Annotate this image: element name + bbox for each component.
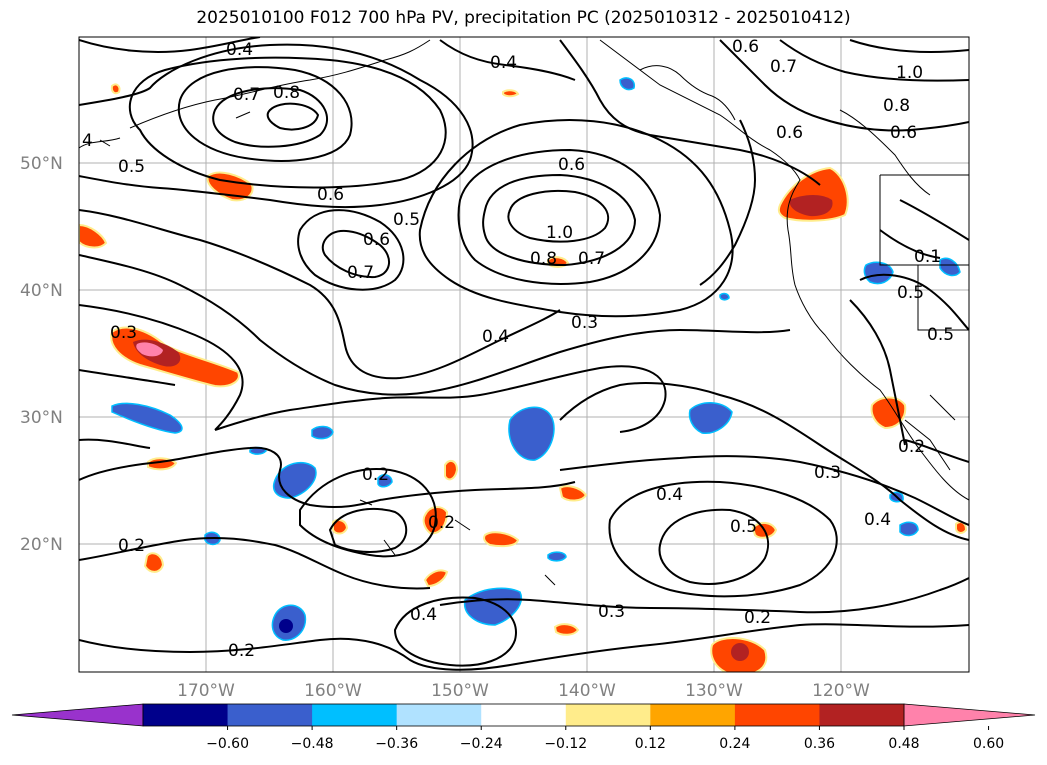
lat-label: 50°N: [20, 154, 63, 174]
colorbar-segment: [481, 704, 567, 726]
colorbar-tick-label: −0.12: [544, 736, 587, 752]
contour-label: 0.3: [571, 313, 598, 333]
contour-label: 0.5: [927, 325, 954, 345]
colorbar-tick-label: 0.24: [719, 736, 750, 752]
contour-label: 0.2: [362, 465, 389, 485]
contour-label: 1.0: [896, 63, 923, 83]
contour-label: 0.5: [730, 517, 757, 537]
contour-label: 4: [82, 131, 93, 151]
contour-label: 0.4: [482, 327, 509, 347]
contour-label: 0.6: [776, 123, 803, 143]
colorbar-segment: [227, 704, 313, 726]
contour-label: 0.4: [490, 53, 517, 73]
lon-label: 120°W: [812, 681, 870, 701]
contour-label: 0.3: [110, 323, 137, 343]
colorbar-segment: [396, 704, 482, 726]
lon-label: 150°W: [431, 681, 489, 701]
longitude-labels: 170°W 160°W 150°W 140°W 130°W 120°W: [177, 681, 870, 701]
contour-label: 0.8: [273, 83, 300, 103]
colorbar-frame: [142, 703, 905, 727]
lat-label: 20°N: [20, 535, 63, 555]
contour-label: 0.2: [228, 641, 255, 661]
contour-label: 0.8: [883, 96, 910, 116]
contour-label: 0.4: [410, 605, 437, 625]
contour-label: 0.7: [347, 263, 374, 283]
contour-label: 0.2: [744, 608, 771, 628]
latitude-labels: 50°N 40°N 30°N 20°N: [20, 154, 63, 555]
contour-label: 0.4: [226, 40, 253, 60]
colorbar-tick-label: −0.60: [206, 736, 249, 752]
contour-label: 0.4: [656, 485, 683, 505]
coastlines: [79, 39, 969, 586]
lon-label: 160°W: [304, 681, 362, 701]
contour-label: 0.4: [864, 510, 891, 530]
lat-label: 40°N: [20, 281, 63, 301]
colorbar-segment: [734, 704, 820, 726]
colorbar: −0.60 −0.48 −0.36 −0.24 −0.12 0.12 0.24 0.36 0.4…: [11, 703, 1036, 752]
contour-label: 0.2: [428, 513, 455, 533]
lon-label: 170°W: [177, 681, 235, 701]
colorbar-extend-high: [903, 703, 1036, 727]
contour-label: 0.6: [317, 185, 344, 205]
contour-label: 0.1: [914, 247, 941, 267]
contour-label: 0.5: [393, 210, 420, 230]
lat-label: 30°N: [20, 408, 63, 428]
contour-labels: 0.4 0.4 0.6 0.7 0.8 4 0.5 0.6 0.5 0.6 0.…: [82, 37, 954, 661]
colorbar-tick-label: −0.24: [460, 736, 503, 752]
colorbar-segment: [819, 704, 905, 726]
contour-label: 0.5: [118, 157, 145, 177]
pv-contours: [79, 37, 969, 671]
contour-label: 0.7: [578, 249, 605, 269]
colorbar-segment: [565, 704, 651, 726]
contour-label: 1.0: [546, 223, 573, 243]
contour-label: 0.6: [363, 230, 390, 250]
map-title: 2025010100 F012 700 hPa PV, precipitatio…: [196, 8, 851, 28]
colorbar-tick-label: 0.60: [973, 736, 1004, 752]
colorbar-segment: [650, 704, 736, 726]
lon-label: 130°W: [685, 681, 743, 701]
contour-label: 0.6: [558, 155, 585, 175]
colorbar-segment: [312, 704, 398, 726]
colorbar-tick-label: 0.12: [635, 736, 666, 752]
colorbar-tick-label: −0.48: [291, 736, 334, 752]
contour-label: 0.3: [814, 463, 841, 483]
contour-label: 0.5: [897, 283, 924, 303]
contour-label: 0.2: [118, 536, 145, 556]
colorbar-segment: [143, 704, 229, 726]
contour-label: 0.7: [233, 85, 260, 105]
map-frame: [78, 36, 970, 673]
contour-label: 0.2: [898, 437, 925, 457]
contour-label: 0.6: [732, 37, 759, 57]
contour-label: 0.7: [770, 57, 797, 77]
contour-label: 0.8: [530, 249, 557, 269]
precip-positive-areas: [79, 83, 968, 672]
lon-label: 140°W: [558, 681, 616, 701]
colorbar-extend-low: [11, 703, 144, 727]
colorbar-tick-label: −0.36: [375, 736, 418, 752]
colorbar-tick-label: 0.36: [804, 736, 835, 752]
colorbar-tick-label: 0.48: [888, 736, 919, 752]
map-area: [79, 37, 969, 672]
contour-label: 0.3: [598, 602, 625, 622]
contour-label: 0.6: [890, 123, 917, 143]
precip-negative-areas: [111, 77, 961, 641]
